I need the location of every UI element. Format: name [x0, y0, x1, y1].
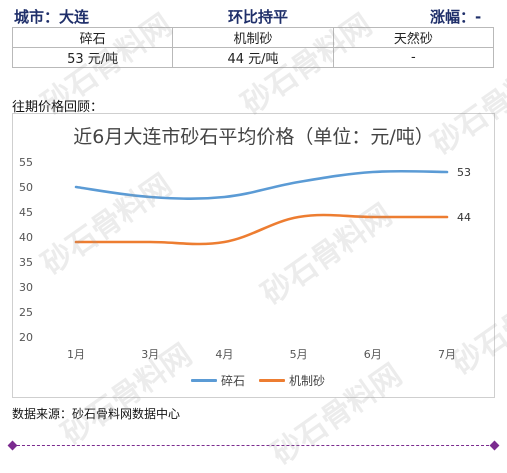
x-tick-label: 5月 [290, 348, 308, 361]
legend-label-series-1: 碎石 [221, 374, 246, 388]
data-point-series-2 [297, 216, 299, 218]
x-tick-label: 4月 [215, 348, 233, 361]
change-label: 涨幅：- [430, 8, 482, 26]
data-point-series-1 [297, 181, 299, 183]
x-tick-label: 1月 [67, 348, 85, 361]
table-cell: - [332, 47, 495, 68]
table-cell: 53 元/吨 [11, 47, 174, 68]
data-point-series-1 [446, 171, 448, 173]
y-tick-label: 25 [19, 306, 33, 319]
legend-swatch-series-2 [259, 379, 285, 382]
series-line-1 [74, 169, 449, 201]
data-point-series-2 [446, 216, 448, 218]
divider-dot-right [489, 440, 500, 451]
data-point-series-1 [372, 171, 374, 173]
header-row: 城市：大连 环比持平 涨幅：- [0, 0, 507, 28]
y-tick-label: 30 [19, 281, 33, 294]
chart-container: 近6月大连市砂石平均价格（单位：元/吨） 20 25 30 35 40 45 50 55 1月 3… [12, 113, 495, 398]
y-tick-label: 45 [19, 206, 33, 219]
legend-swatch-series-1 [191, 379, 217, 382]
data-point-series-2 [372, 216, 374, 218]
series-line-2 [74, 213, 449, 246]
price-table: 碎石 机制砂 天然砂 53 元/吨 44 元/吨 - [11, 27, 495, 68]
data-source: 数据来源：砂石骨料网数据中心 [12, 407, 181, 421]
table-header-cell: 碎石 [11, 27, 174, 48]
y-tick-label: 20 [19, 331, 33, 344]
data-label-series-2: 44 [457, 211, 471, 224]
data-point-series-2 [223, 241, 225, 243]
table-row: 53 元/吨 44 元/吨 - [11, 47, 495, 68]
line-chart: 20 25 30 35 40 45 50 55 1月 3月 4月 5月 6月 7月 53 44 [19, 156, 471, 361]
divider-dot-left [7, 440, 18, 451]
data-point-series-2 [75, 241, 77, 243]
data-point-series-1 [75, 186, 77, 188]
data-label-series-1: 53 [457, 166, 471, 179]
review-label: 往期价格回顾： [12, 100, 104, 115]
table-header-cell: 天然砂 [332, 27, 495, 48]
divider [12, 445, 494, 446]
x-tick-label: 7月 [438, 348, 456, 361]
y-tick-label: 40 [19, 231, 33, 244]
y-tick-label: 50 [19, 181, 33, 194]
table-cell: 44 元/吨 [172, 47, 334, 68]
y-tick-label: 35 [19, 256, 33, 269]
x-tick-label: 6月 [364, 348, 382, 361]
data-point-series-1 [223, 196, 225, 198]
trend-label: 环比持平 [228, 8, 289, 26]
chart-title: 近6月大连市砂石平均价格（单位：元/吨） [73, 126, 434, 148]
data-point-series-1 [149, 196, 151, 198]
legend-label-series-2: 机制砂 [289, 374, 326, 388]
x-tick-label: 3月 [141, 348, 159, 361]
table-header-row: 碎石 机制砂 天然砂 [11, 27, 495, 48]
chart-legend: 碎石 机制砂 [13, 372, 494, 390]
table-header-cell: 机制砂 [172, 27, 334, 48]
data-point-series-2 [149, 241, 151, 243]
y-tick-label: 55 [19, 156, 33, 169]
city-label: 城市：大连 [14, 8, 90, 26]
